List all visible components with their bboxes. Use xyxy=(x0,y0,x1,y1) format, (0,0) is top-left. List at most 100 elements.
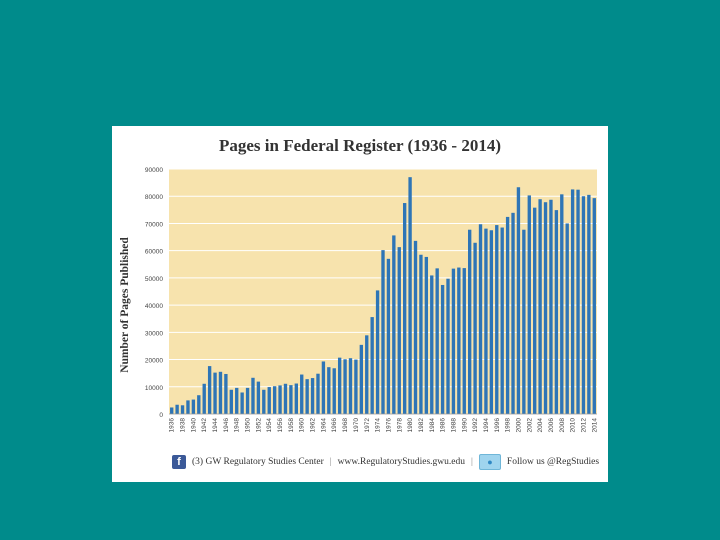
bar-1971 xyxy=(359,344,364,414)
x-tick-label: 1958 xyxy=(288,418,295,433)
bar-1939 xyxy=(186,400,190,414)
x-tick-label: 1964 xyxy=(320,418,327,433)
bar-2006 xyxy=(549,199,553,414)
x-tick-label: 1992 xyxy=(472,418,479,433)
bar-2004 xyxy=(538,199,542,414)
bar-1995 xyxy=(489,230,494,414)
x-tick-label: 1966 xyxy=(331,418,338,433)
bar-2010 xyxy=(570,189,575,414)
x-tick-label: 2000 xyxy=(515,418,522,433)
footer-separator-2: | xyxy=(471,457,473,467)
bar-2003 xyxy=(533,207,537,414)
bar-1976 xyxy=(386,258,391,414)
x-tick-label: 1978 xyxy=(396,418,403,433)
twitter-follow-text[interactable]: Follow us @RegStudies xyxy=(506,457,600,467)
bar-1967 xyxy=(337,357,342,414)
x-tick-label: 1950 xyxy=(245,418,252,433)
bar-1961 xyxy=(305,379,309,414)
y-tick-label: 90000 xyxy=(145,167,163,174)
x-tick-label: 1936 xyxy=(169,418,176,433)
facebook-handle: (3) GW Regulatory Studies Center xyxy=(192,457,324,467)
bar-1991 xyxy=(468,229,472,414)
x-tick-label: 1974 xyxy=(375,418,382,433)
bar-1936 xyxy=(170,407,174,414)
x-tick-label: 1984 xyxy=(429,418,436,433)
bar-1950 xyxy=(245,387,250,414)
bar-1982 xyxy=(419,254,423,414)
y-tick-labels: 0 10000 20000 30000 40000 50000 60000 70000 8000… xyxy=(145,167,163,419)
bar-1970 xyxy=(354,359,358,414)
x-tick-label: 1990 xyxy=(461,418,468,433)
bar-1964 xyxy=(321,361,326,414)
bar-2000 xyxy=(516,187,521,414)
bars xyxy=(170,177,596,414)
y-tick-label: 20000 xyxy=(145,358,163,365)
bar-1977 xyxy=(392,235,396,414)
bar-1946 xyxy=(224,373,228,414)
twitter-icon[interactable]: ● xyxy=(478,454,501,470)
chart-card: 0 10000 20000 30000 40000 50000 60000 70000 8000… xyxy=(112,126,608,482)
bar-1941 xyxy=(197,395,201,414)
y-tick-label: 30000 xyxy=(145,330,163,337)
bar-1948 xyxy=(235,387,239,414)
bar-1945 xyxy=(218,371,223,414)
bar-1937 xyxy=(175,404,179,414)
bar-1949 xyxy=(240,392,244,414)
x-tick-label: 1972 xyxy=(364,418,371,433)
bar-1944 xyxy=(213,372,217,414)
bar-2001 xyxy=(522,229,526,414)
bar-1951 xyxy=(251,377,255,414)
bar-1960 xyxy=(300,374,304,414)
x-tick-label: 1998 xyxy=(505,418,512,433)
x-tick-label: 1938 xyxy=(180,418,187,433)
bar-1996 xyxy=(495,225,499,414)
y-tick-label: 0 xyxy=(159,412,163,419)
facebook-icon[interactable]: f xyxy=(172,455,186,469)
bar-1973 xyxy=(370,317,374,414)
y-tick-label: 40000 xyxy=(145,303,163,310)
x-tick-label: 1976 xyxy=(385,418,392,433)
bar-2008 xyxy=(560,194,564,414)
bar-1953 xyxy=(262,389,266,414)
bar-2013 xyxy=(587,194,591,414)
x-tick-label: 1962 xyxy=(310,418,317,433)
bar-1975 xyxy=(381,250,385,414)
bar-1993 xyxy=(478,224,483,414)
x-tick-label: 1960 xyxy=(299,418,306,433)
bar-1972 xyxy=(365,335,369,414)
bar-1947 xyxy=(229,389,233,414)
bar-chart: 0 10000 20000 30000 40000 50000 60000 70000 8000… xyxy=(145,167,599,433)
x-tick-label: 1986 xyxy=(440,418,447,433)
bar-1965 xyxy=(327,367,331,414)
x-tick-label: 1994 xyxy=(483,418,490,433)
x-tick-label: 1980 xyxy=(407,418,414,433)
bar-1999 xyxy=(511,212,515,414)
x-tick-label: 2006 xyxy=(548,418,555,433)
x-tick-label: 2014 xyxy=(591,418,598,433)
bar-1968 xyxy=(343,359,347,414)
x-tick-label: 1970 xyxy=(353,418,360,433)
bar-1981 xyxy=(413,240,418,414)
x-tick-label: 1996 xyxy=(494,418,501,433)
bar-1969 xyxy=(348,358,353,414)
bar-2009 xyxy=(565,223,569,414)
bar-1997 xyxy=(500,227,504,414)
bar-1980 xyxy=(408,177,412,414)
y-tick-label: 80000 xyxy=(145,194,163,201)
bar-2011 xyxy=(576,189,580,414)
footer-separator: | xyxy=(329,457,332,467)
bar-1938 xyxy=(180,405,185,414)
website-link[interactable]: www.RegulatoryStudies.gwu.edu xyxy=(337,457,466,467)
bar-2002 xyxy=(527,195,531,414)
bar-1957 xyxy=(283,383,288,414)
x-tick-label: 1946 xyxy=(223,418,230,433)
x-tick-label: 1952 xyxy=(255,418,262,433)
x-tick-labels: 1936 1938 1940 1942 1944 1946 1948 1950 1952 1954… xyxy=(169,418,599,433)
bar-1978 xyxy=(397,247,401,414)
chart-title: Pages in Federal Register (1936 - 2014) xyxy=(218,136,501,155)
bar-1985 xyxy=(435,268,439,414)
bar-1979 xyxy=(402,203,407,414)
x-tick-label: 1956 xyxy=(277,418,284,433)
bar-1963 xyxy=(316,373,320,414)
bar-1998 xyxy=(505,216,510,414)
